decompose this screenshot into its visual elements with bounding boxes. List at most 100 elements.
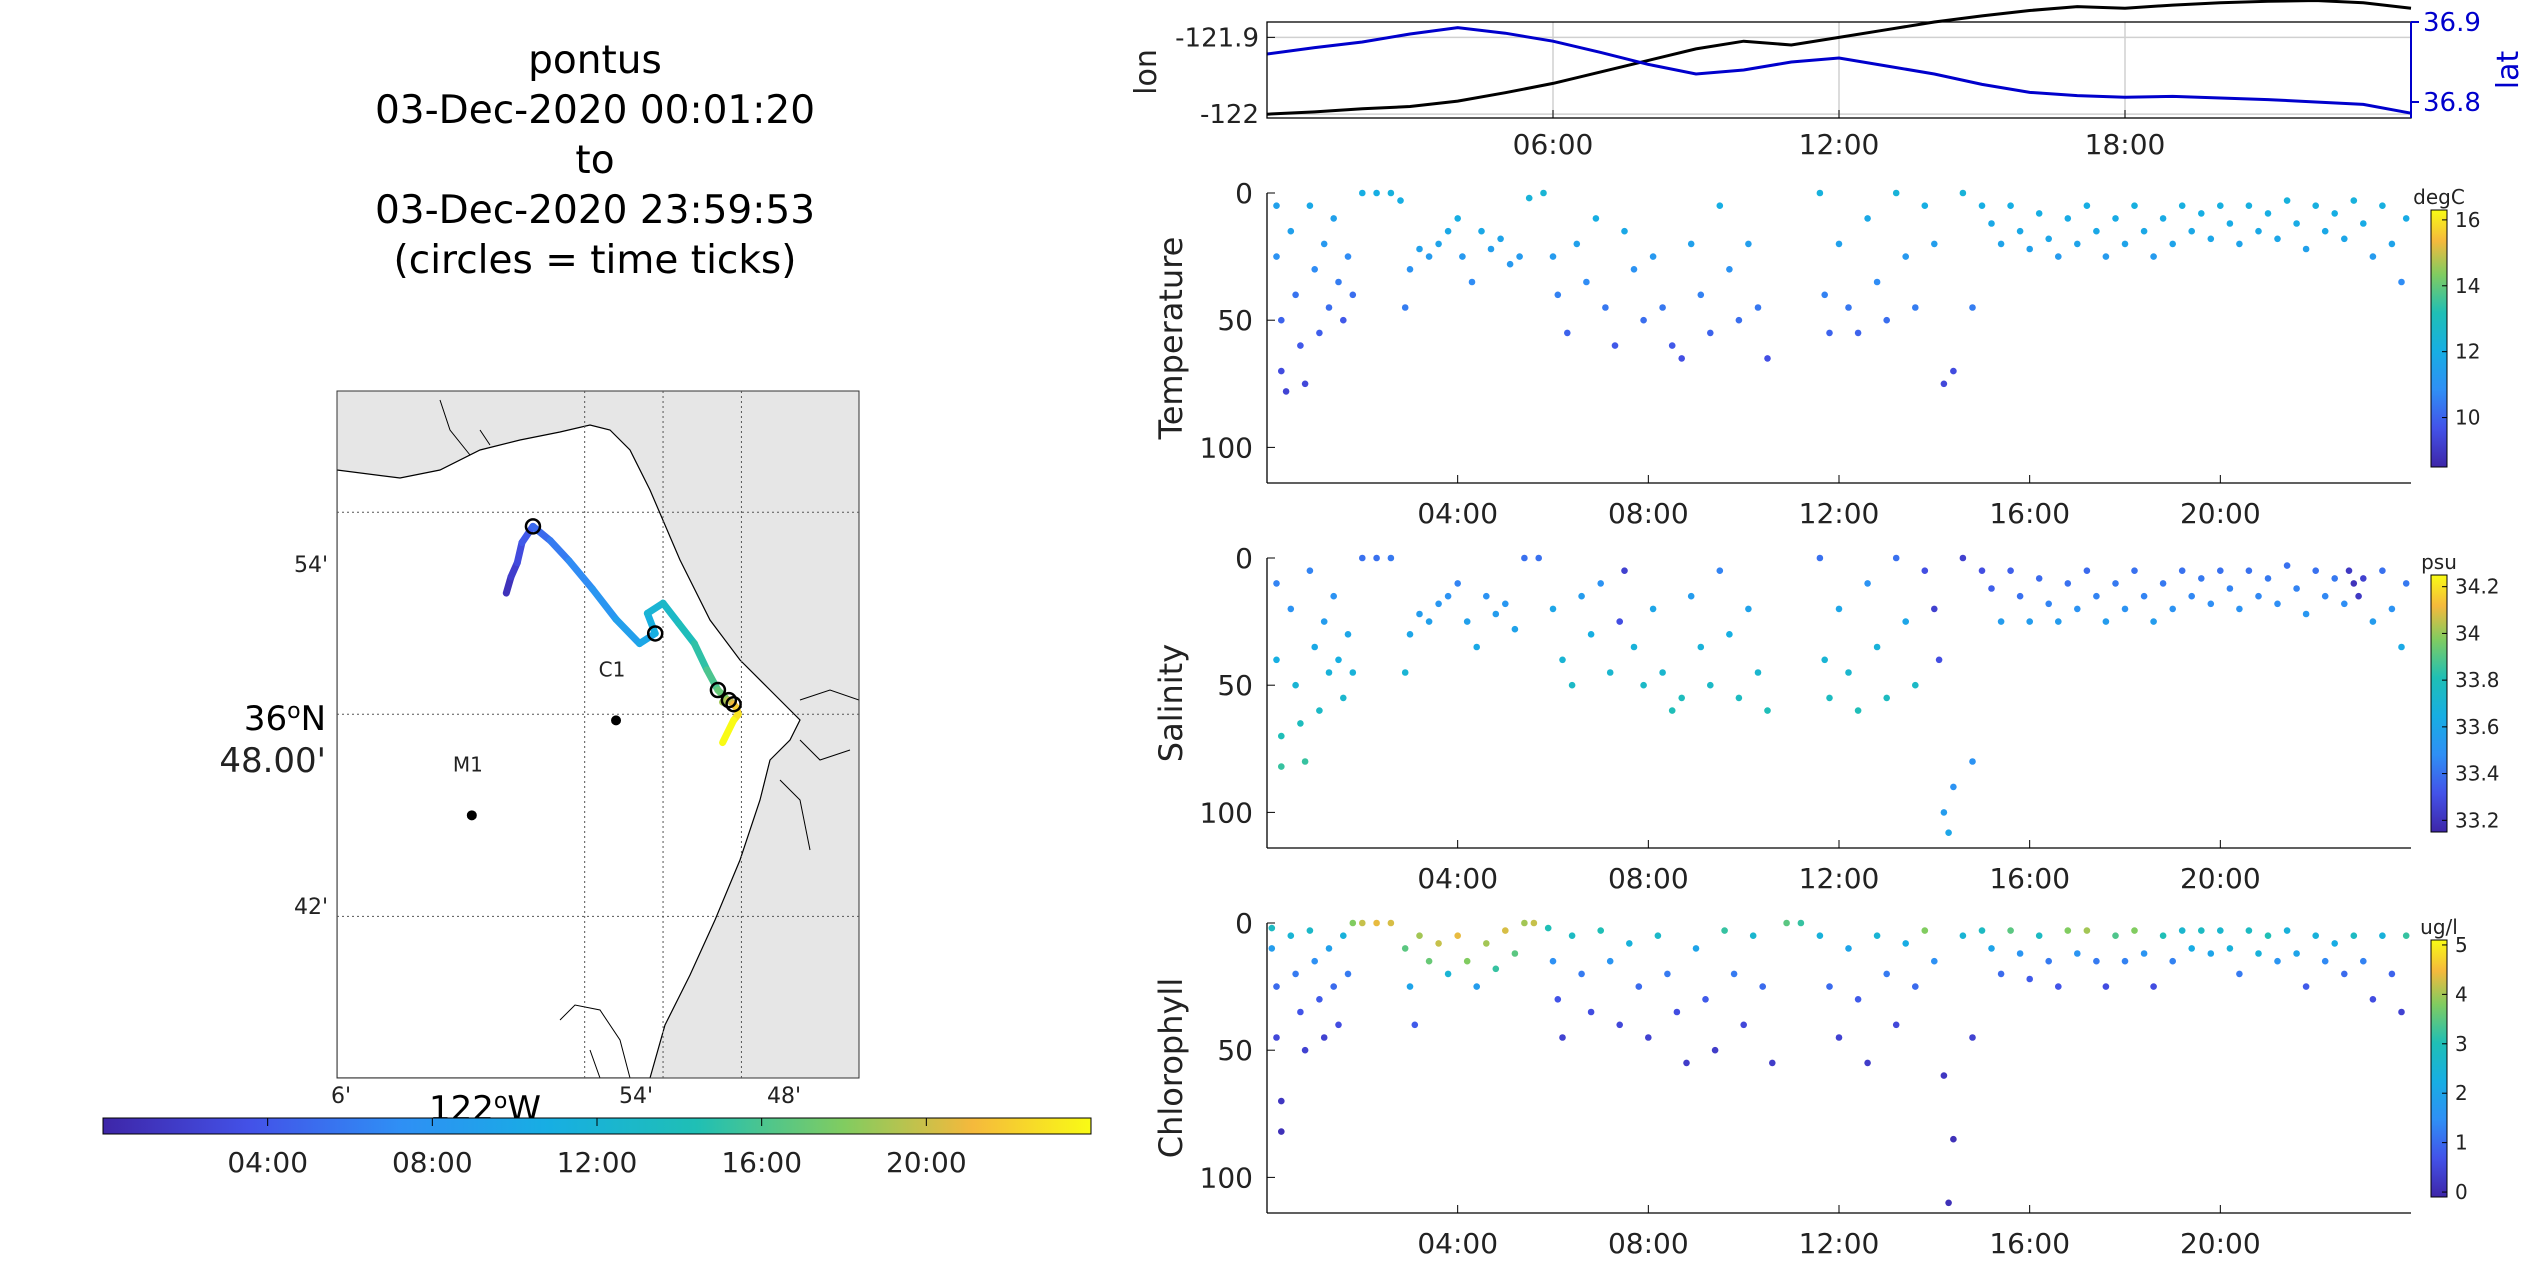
track-segment <box>659 599 683 627</box>
salinity-point <box>1668 707 1676 714</box>
chlorophyll-colorbar-tick-label: 2 <box>2455 1081 2468 1105</box>
salinity-point <box>2302 610 2310 618</box>
temperature-point <box>2331 210 2338 217</box>
temperature-point <box>2217 202 2224 209</box>
salinity-point <box>1416 610 1423 618</box>
salinity-point <box>1273 580 1280 587</box>
chlorophyll-point <box>2169 957 2176 965</box>
temperature-point <box>1287 227 1295 235</box>
chlorophyll-point <box>2207 950 2215 957</box>
temperature-point <box>1611 342 1619 349</box>
salinity-point <box>1902 618 1909 625</box>
temperature-point <box>1912 304 1919 311</box>
salinity-point <box>1959 554 1967 562</box>
chlorophyll-point <box>1730 970 1738 978</box>
chlorophyll-point <box>2016 950 2024 957</box>
chlorophyll-point <box>2217 927 2224 934</box>
vehicle-track <box>502 522 742 747</box>
temperature-point <box>2102 253 2110 260</box>
chlorophyll-point <box>1554 996 1562 1003</box>
chlorophyll-point <box>1692 945 1700 952</box>
map-harbor <box>779 689 859 851</box>
chlorophyll-point <box>2274 957 2281 965</box>
chlorophyll-point <box>1797 919 1805 927</box>
temperature-point <box>1454 215 1461 222</box>
chlorophyll-point <box>2264 932 2272 939</box>
chlorophyll-point <box>1626 940 1633 947</box>
chlorophyll-point <box>2045 957 2052 965</box>
temperature-point <box>1969 304 1976 311</box>
salinity-point <box>1821 656 1828 664</box>
chlorophyll-point <box>1530 919 1538 927</box>
salinity-point <box>2217 567 2224 574</box>
temperature-point <box>2074 240 2081 248</box>
chlorophyll-point <box>1950 1135 1957 1143</box>
chlorophyll-point <box>1311 957 1318 965</box>
temperature-point <box>1640 316 1647 324</box>
temperature-point <box>2369 253 2377 260</box>
temperature-point <box>2341 235 2348 243</box>
chlorophyll-point <box>1769 1059 1776 1067</box>
salinity-axis-label: Salinity <box>1152 644 1190 762</box>
temperature-panel: 04:00 08:00 12:00 16:00 20:00 0 50 100 Temperatu… <box>1152 177 2480 530</box>
salinity-point <box>1845 669 1852 676</box>
chlorophyll-point <box>2150 983 2157 990</box>
temperature-y-tick-label: 50 <box>1217 304 1253 337</box>
chlorophyll-point <box>2388 970 2396 978</box>
temperature-point <box>1278 316 1285 324</box>
salinity-point <box>1444 592 1452 600</box>
track-segment <box>719 716 738 747</box>
chlorophyll-point <box>1645 1034 1652 1041</box>
chlorophyll-point <box>2350 932 2358 939</box>
chlorophyll-point <box>1783 919 1790 927</box>
temperature-point <box>2198 210 2205 217</box>
salinity-point <box>1707 681 1714 689</box>
salinity-point <box>2026 618 2033 625</box>
salinity-point <box>1325 669 1333 676</box>
track-segment <box>565 557 597 593</box>
salinity-colorbar-tick-label: 33.2 <box>2455 808 2500 832</box>
map-ocean <box>337 424 801 1078</box>
temperature-point <box>1988 220 1995 227</box>
salinity-point <box>1616 618 1623 625</box>
chlorophyll-point <box>1411 1021 1419 1029</box>
chlorophyll-point <box>1759 983 1766 990</box>
profile-panels: 04:00 08:00 12:00 16:00 20:00050100Temperatu… <box>1152 177 2500 1260</box>
chlorophyll-point <box>2312 932 2319 939</box>
chlorophyll-point <box>1892 1021 1900 1029</box>
lat-axis-label: lat <box>2491 51 2526 90</box>
chlorophyll-point <box>1816 932 1824 939</box>
map-lon-major-o: o <box>494 1089 507 1114</box>
chlorophyll-axis-label: Chlorophyll <box>1152 978 1190 1158</box>
salinity-point <box>1454 580 1461 587</box>
map-lon-tick-6: 6' <box>331 1084 351 1109</box>
temperature-point <box>2035 210 2043 217</box>
salinity-point <box>1578 592 1585 600</box>
temperature-point <box>2379 202 2386 209</box>
chlorophyll-point <box>2188 945 2195 952</box>
station-m1-label: M1 <box>453 752 483 776</box>
salinity-point <box>1387 554 1395 562</box>
temperature-point <box>1621 227 1628 235</box>
chlorophyll-point <box>1568 932 1576 939</box>
salinity-point <box>2369 618 2377 625</box>
chlorophyll-point <box>2293 950 2300 957</box>
salinity-point <box>1597 580 1604 587</box>
lon-series-line <box>1266 0 2412 116</box>
salinity-point <box>2055 618 2062 625</box>
salinity-point <box>1521 554 1528 562</box>
time-tick-circle <box>709 681 727 699</box>
salinity-point <box>1406 631 1414 638</box>
chlorophyll-y-tick-label: 50 <box>1217 1034 1253 1067</box>
salinity-point <box>1273 656 1280 664</box>
temperature-point <box>2083 202 2091 209</box>
salinity-point <box>2398 643 2405 651</box>
lon-y-ticks: -121.9 -122 <box>1175 23 1275 130</box>
temperature-x-tick-label: 04:00 <box>1417 497 1498 530</box>
salinity-panel: 04:00 08:00 12:00 16:00 20:00 0 50 100 Salinity p… <box>1152 542 2500 895</box>
salinity-x-tick-label: 20:00 <box>2180 862 2261 895</box>
salinity-point <box>2102 618 2110 625</box>
temperature-point <box>1745 240 1752 248</box>
salinity-point <box>1912 681 1919 689</box>
chlorophyll-point <box>1287 932 1295 939</box>
